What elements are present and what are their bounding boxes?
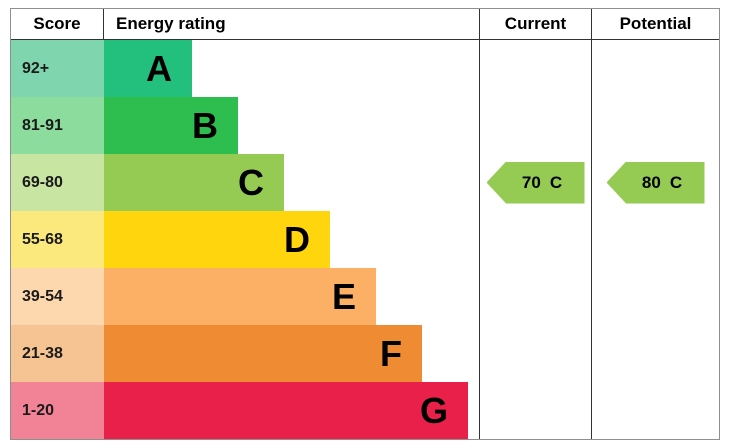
- band-score-range: 81-91: [11, 97, 104, 154]
- band-row: 69-80 C 70 C 80 C: [11, 154, 719, 211]
- band-letter: B: [192, 104, 218, 146]
- band-bar: C: [104, 154, 284, 211]
- header-score: Score: [11, 9, 104, 39]
- band-bar: B: [104, 97, 238, 154]
- current-column-cell: [479, 382, 591, 439]
- current-column-cell: 70 C: [479, 154, 591, 211]
- band-letter: C: [238, 161, 264, 203]
- energy-rating-chart: Score Energy rating Current Potential 92…: [10, 8, 720, 440]
- potential-column-cell: [591, 211, 719, 268]
- potential-rating-arrow: 80 C: [606, 161, 705, 204]
- potential-rating-arrow-rating-letter: C: [669, 172, 683, 192]
- current-rating-arrow-rating-letter: C: [549, 172, 563, 192]
- header-current: Current: [479, 9, 591, 39]
- band-row: 39-54 E: [11, 268, 719, 325]
- band-row: 1-20 G: [11, 382, 719, 439]
- band-score-range: 21-38: [11, 325, 104, 382]
- band-row: 81-91 B: [11, 97, 719, 154]
- bands-area: 92+ A 81-91 B 69-80 C 70 C 80 C 55-68: [11, 40, 719, 439]
- potential-column-cell: [591, 382, 719, 439]
- band-bar: G: [104, 382, 468, 439]
- potential-column-cell: [591, 97, 719, 154]
- band-bar: E: [104, 268, 376, 325]
- band-bar-area: E: [104, 268, 479, 325]
- band-bar-area: G: [104, 382, 479, 439]
- band-row: 55-68 D: [11, 211, 719, 268]
- current-column-cell: [479, 97, 591, 154]
- band-bar: F: [104, 325, 422, 382]
- band-bar: A: [104, 40, 192, 97]
- current-column-cell: [479, 268, 591, 325]
- band-letter: F: [380, 332, 402, 374]
- band-row: 21-38 F: [11, 325, 719, 382]
- band-letter: G: [419, 389, 448, 431]
- current-column-cell: [479, 325, 591, 382]
- potential-column-cell: [591, 40, 719, 97]
- band-letter: E: [331, 275, 356, 317]
- band-letter: A: [146, 47, 172, 89]
- band-score-range: 39-54: [11, 268, 104, 325]
- current-column-cell: [479, 211, 591, 268]
- band-bar-area: A: [104, 40, 479, 97]
- band-score-range: 92+: [11, 40, 104, 97]
- band-bar-area: B: [104, 97, 479, 154]
- band-score-range: 69-80: [11, 154, 104, 211]
- potential-column-cell: [591, 268, 719, 325]
- current-rating-arrow-score: 70: [521, 172, 541, 192]
- band-bar-area: D: [104, 211, 479, 268]
- band-bar-area: F: [104, 325, 479, 382]
- chart-header: Score Energy rating Current Potential: [11, 9, 719, 40]
- band-score-range: 1-20: [11, 382, 104, 439]
- potential-column-cell: [591, 325, 719, 382]
- header-energy-rating: Energy rating: [116, 14, 226, 33]
- potential-column-cell: 80 C: [591, 154, 719, 211]
- header-potential: Potential: [591, 9, 719, 39]
- band-bar-area: C: [104, 154, 479, 211]
- current-rating-arrow: 70 C: [486, 161, 585, 204]
- band-row: 92+ A: [11, 40, 719, 97]
- band-score-range: 55-68: [11, 211, 104, 268]
- band-bar: D: [104, 211, 330, 268]
- current-column-cell: [479, 40, 591, 97]
- band-letter: D: [284, 218, 310, 260]
- potential-rating-arrow-score: 80: [641, 172, 661, 192]
